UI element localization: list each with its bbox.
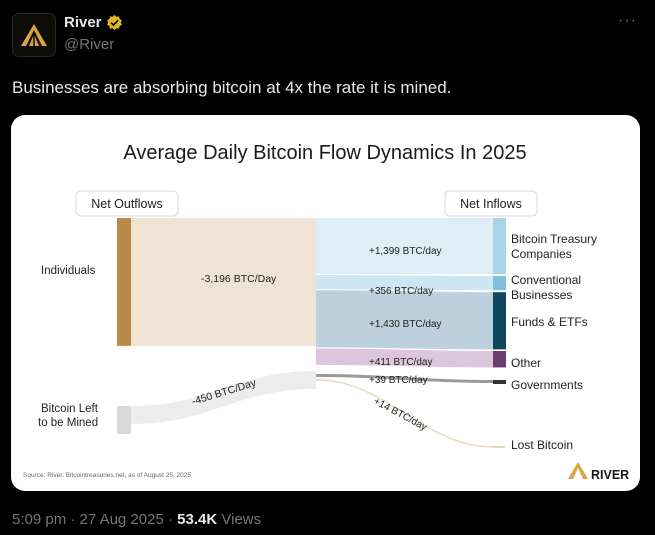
- meta-separator: ·: [70, 511, 76, 528]
- mined-label-line2: to be Mined: [38, 417, 98, 429]
- dest-label-5-0: Lost Bitcoin: [511, 438, 573, 452]
- mined-flow: [131, 371, 316, 424]
- river-brand-icon: [568, 462, 588, 479]
- dest-bar-5: [493, 446, 505, 448]
- meta-separator: ·: [167, 511, 173, 528]
- flows-layer: [131, 218, 493, 448]
- dest-flow-label-4: +39 BTC/day: [369, 375, 428, 386]
- more-options-icon[interactable]: ···: [618, 12, 637, 29]
- dest-flow-label-3: +411 BTC/day: [369, 357, 432, 368]
- infographic-image[interactable]: Average Daily Bitcoin Flow Dynamics In 2…: [11, 115, 640, 491]
- sankey-chart: Average Daily Bitcoin Flow Dynamics In 2…: [23, 142, 629, 482]
- mined-bar: [117, 406, 131, 434]
- infographic-title: Average Daily Bitcoin Flow Dynamics In 2…: [123, 142, 526, 164]
- dest-label-2-0: Funds & ETFs: [511, 315, 588, 329]
- individuals-bar: [117, 218, 131, 346]
- flow-band-4: [316, 374, 493, 383]
- dest-flow-label-0: +1,399 BTC/day: [369, 246, 442, 257]
- individuals-label: Individuals: [41, 265, 96, 277]
- dest-bar-2: [493, 292, 506, 350]
- dest-bar-1: [493, 275, 506, 291]
- tweet-time[interactable]: 5:09 pm: [12, 511, 67, 528]
- dest-label-3-0: Other: [511, 356, 541, 370]
- dest-flow-label-2: +1,430 BTC/day: [369, 319, 442, 330]
- tweet-text: Businesses are absorbing bitcoin at 4x t…: [12, 78, 452, 97]
- dest-bar-0: [493, 218, 506, 274]
- author-handle[interactable]: @River: [64, 36, 115, 53]
- views-label: Views: [221, 511, 262, 528]
- river-logo-icon: [21, 24, 47, 46]
- dest-label-0-0: Bitcoin Treasury: [511, 232, 597, 246]
- brand-logo: RIVER: [568, 462, 629, 482]
- net-outflows-pill: [75, 190, 179, 217]
- labels-layer: Individuals -3,196 BTC/Day Bitcoin Left to …: [38, 232, 597, 452]
- dest-label-1-0: Conventional: [511, 273, 581, 287]
- dest-bar-4: [493, 380, 506, 384]
- author-name-row: River: [64, 14, 123, 31]
- net-outflows-label: Net Outflows: [91, 197, 163, 211]
- tweet-meta: 5:09 pm · 27 Aug 2025 · 53.4K Views: [12, 511, 261, 528]
- views-count: 53.4K: [177, 511, 218, 528]
- dest-flow-label-1: +356 BTC/day: [369, 286, 433, 297]
- individuals-flow-label: -3,196 BTC/Day: [201, 273, 277, 285]
- net-inflows-label: Net Inflows: [460, 197, 522, 211]
- bars-layer: [117, 218, 506, 448]
- net-inflows-pill: [444, 190, 538, 217]
- source-note: Source: River, Bitcointreasuries.net, as…: [23, 472, 191, 479]
- flow-band-0: [316, 218, 493, 274]
- display-name[interactable]: River: [64, 14, 102, 31]
- dest-label-4-0: Governments: [511, 378, 583, 392]
- flow-band-2: [316, 290, 493, 350]
- flow-band-5: [316, 379, 493, 448]
- mined-label-line1: Bitcoin Left: [41, 403, 99, 415]
- dest-label-0-1: Companies: [511, 247, 572, 261]
- dest-bar-3: [493, 351, 506, 368]
- brand-name: RIVER: [591, 468, 629, 482]
- gold-verified-badge-icon: [106, 14, 122, 31]
- individuals-flow: [131, 218, 316, 346]
- dest-label-1-1: Businesses: [511, 288, 572, 302]
- avatar[interactable]: [12, 13, 56, 57]
- tweet-date[interactable]: 27 Aug 2025: [79, 511, 164, 528]
- flow-band-3: [316, 348, 493, 368]
- dest-flow-label-5: +14 BTC/day: [372, 396, 429, 433]
- flow-band-1: [316, 274, 493, 291]
